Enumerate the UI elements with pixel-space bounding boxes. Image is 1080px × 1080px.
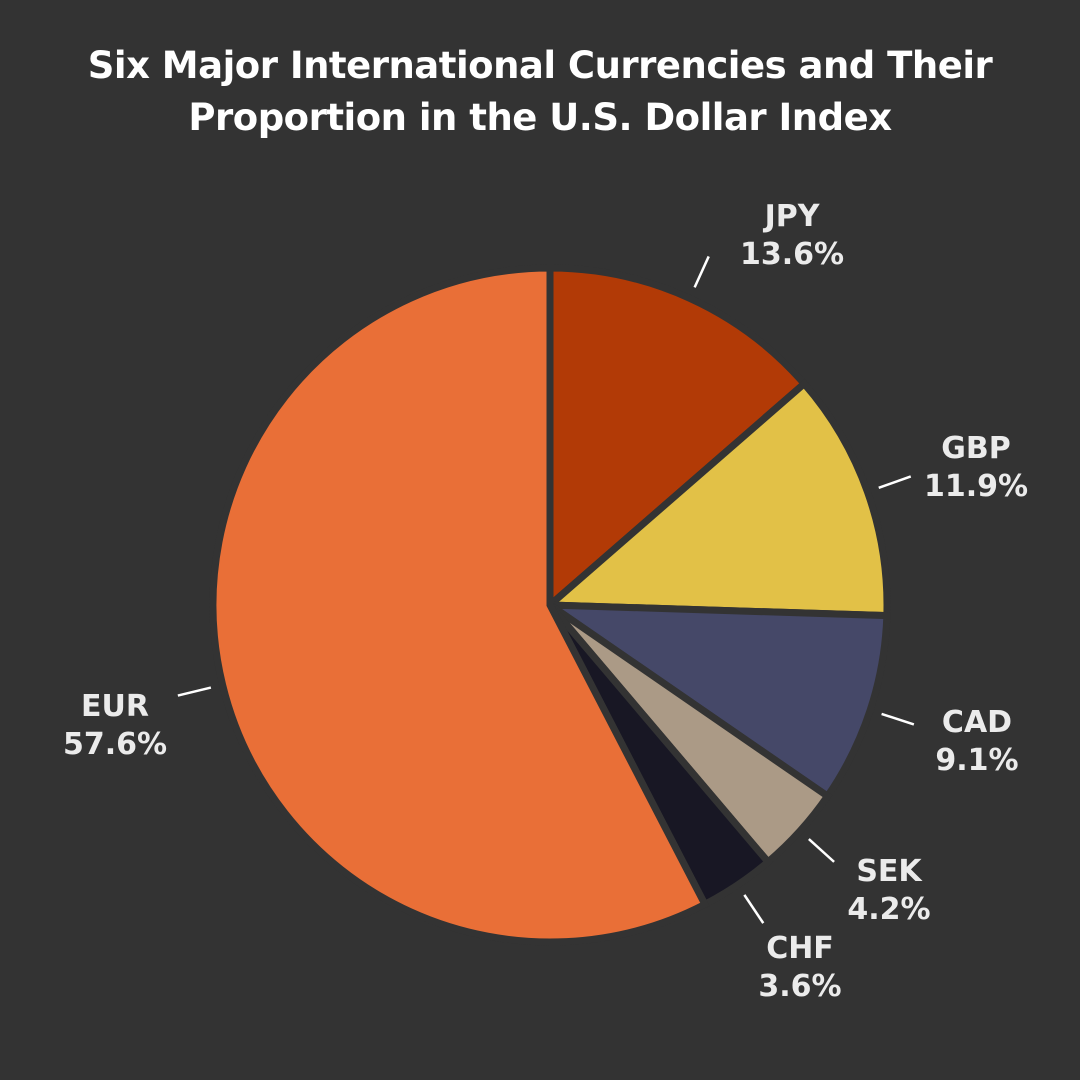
label-value: 57.6% [62, 727, 168, 762]
title-line-2: Proportion in the U.S. Dollar Index [188, 96, 892, 139]
pie-slice-eur [209, 264, 710, 946]
label-value: 4.2% [847, 892, 931, 927]
label-gbp: GBP 11.9% [896, 430, 1056, 506]
label-chf: CHF 3.6% [720, 930, 880, 1006]
label-value: 9.1% [935, 743, 1019, 778]
leader-line-cad [881, 712, 915, 726]
label-name: SEK [856, 854, 922, 889]
title-line-1: Six Major International Currencies and T… [87, 44, 993, 87]
leader-line-eur [177, 686, 212, 697]
pie-slice-cad [538, 601, 891, 802]
pie-slice-jpy [546, 264, 810, 613]
label-sek: SEK 4.2% [809, 853, 969, 929]
chart-title: Six Major International Currencies and T… [0, 40, 1080, 144]
leader-line-sek [808, 838, 835, 863]
label-value: 3.6% [758, 969, 842, 1004]
label-eur: EUR 57.6% [35, 688, 195, 764]
label-name: CHF [766, 931, 834, 966]
pie-slice-gbp [540, 378, 891, 620]
label-value: 11.9% [923, 469, 1029, 504]
label-value: 13.6% [739, 237, 845, 272]
label-name: EUR [81, 689, 149, 724]
leader-line-chf [743, 894, 765, 924]
label-name: GBP [941, 431, 1011, 466]
label-name: CAD [941, 705, 1013, 740]
leader-line-gbp [878, 475, 912, 489]
label-name: JPY [764, 199, 820, 234]
label-jpy: JPY 13.6% [712, 198, 872, 274]
leader-line-jpy [693, 255, 710, 288]
label-cad: CAD 9.1% [897, 704, 1057, 780]
